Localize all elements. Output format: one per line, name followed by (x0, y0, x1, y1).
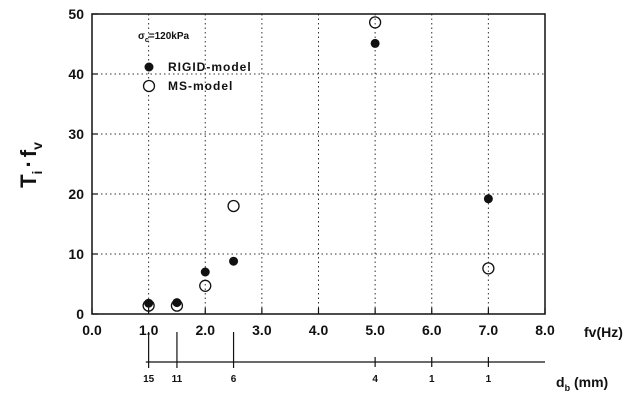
x-tick-label: 5.0 (365, 322, 385, 338)
legend: RIGID-model MS-model (142, 60, 252, 93)
secondary-tick-label: 6 (231, 374, 237, 385)
secondary-tick-label: 11 (172, 374, 183, 385)
data-points (142, 16, 495, 312)
stress-annotation: σc=120kPa (138, 31, 190, 44)
x-tick-label: 7.0 (479, 322, 499, 338)
x-tick-label: 4.0 (309, 322, 329, 338)
y-tick-label: 30 (68, 126, 84, 142)
y-tick-label: 40 (68, 66, 84, 82)
grid-lines (92, 14, 545, 314)
y-tick-label: 50 (68, 6, 84, 22)
rigid-model-point (483, 194, 493, 204)
legend-rigid-marker (144, 62, 154, 72)
x-tick-label: 8.0 (535, 322, 555, 338)
legend-rigid-label: RIGID-model (168, 60, 252, 74)
x-axis-title: fv(Hz) (584, 324, 623, 340)
ms-model-point (170, 299, 184, 312)
ms-model-point (482, 262, 495, 275)
legend-ms-marker (142, 79, 156, 93)
x-tick-label: 1.0 (139, 322, 159, 338)
rigid-model-point (200, 267, 210, 277)
rigid-model-point (229, 256, 239, 266)
ms-model-point (227, 199, 240, 213)
y-tick-label: 20 (68, 186, 84, 202)
secondary-tick-label: 15 (143, 374, 155, 385)
y-tick-label: 10 (68, 246, 84, 262)
rigid-model-point (370, 38, 380, 48)
secondary-tick-label: 4 (372, 374, 378, 385)
secondary-tick-label: 1 (429, 374, 435, 385)
secondary-axis: 15 11 6 4 1 1 (143, 332, 545, 385)
x-tick-label: 3.0 (252, 322, 272, 338)
y-axis-title: Ti·fv (16, 142, 45, 188)
legend-ms-label: MS-model (168, 79, 233, 93)
x-tick-label: 2.0 (196, 322, 216, 338)
ms-model-point (199, 279, 212, 292)
ms-model-point (142, 299, 155, 312)
x-tick-label: 6.0 (422, 322, 442, 338)
secondary-axis-title: db (mm) (556, 374, 608, 393)
secondary-tick-label: 1 (486, 374, 492, 385)
x-tick-label: 0.0 (82, 322, 102, 338)
axis-ticks: 0.0 1.0 2.0 3.0 4.0 5.0 6.0 7.0 8.0 0 10 20 30 40 50 (68, 6, 555, 338)
ms-model-point (368, 16, 382, 29)
y-tick-label: 0 (76, 306, 84, 322)
